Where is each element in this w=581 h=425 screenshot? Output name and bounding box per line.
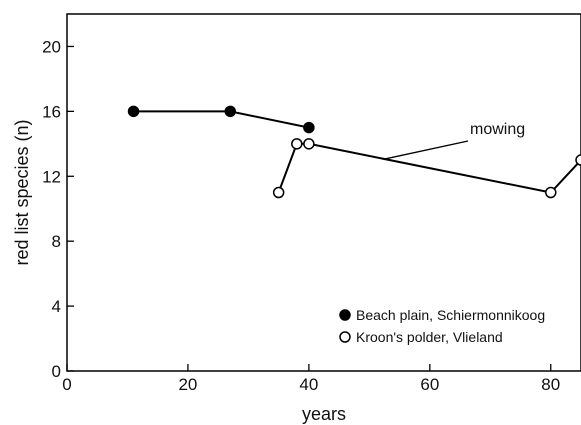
axes: 0 20 40 60 80 0 4 8 12 16 20 (42, 13, 581, 394)
x-tick-label: 0 (62, 375, 71, 394)
y-tick-label: 20 (42, 37, 61, 56)
annotation-mowing-label: mowing (470, 121, 525, 138)
y-tick-label: 16 (42, 102, 61, 121)
legend-label-kroons-polder: Kroon's polder, Vlieland (356, 329, 503, 345)
x-axis-title: years (302, 404, 346, 424)
plot-frame (66, 13, 581, 372)
series-1-point (545, 186, 557, 199)
series-0-point (224, 105, 237, 118)
y-tick-label: 0 (52, 362, 61, 381)
annotation-layer: mowing (384, 121, 525, 160)
y-tick-label: 4 (52, 297, 61, 316)
x-tick-label: 20 (178, 375, 197, 394)
legend-marker-beach-plain (339, 309, 351, 321)
series-1-point (575, 154, 581, 166)
y-axis-title: red list species (n) (12, 119, 32, 265)
x-tick-label: 60 (420, 375, 439, 394)
y-tick-label: 8 (52, 232, 61, 251)
series-0-point (127, 105, 140, 118)
y-tick-label: 12 (42, 167, 61, 186)
legend: Beach plain, Schiermonnikoog Kroon's pol… (339, 307, 545, 345)
series-line-1 (277, 142, 581, 194)
annotation-pointer-line (384, 140, 469, 160)
series-layer (127, 105, 581, 199)
series-0-point (303, 121, 315, 134)
legend-marker-kroons-polder (339, 331, 351, 343)
series-1-point (272, 186, 285, 199)
x-tick-label: 80 (541, 375, 560, 394)
legend-label-beach-plain: Beach plain, Schiermonnikoog (356, 307, 545, 323)
x-tick-label: 40 (299, 375, 318, 394)
series-line-0 (133, 110, 310, 129)
series-1-point (291, 138, 303, 150)
series-1-point (303, 138, 315, 150)
